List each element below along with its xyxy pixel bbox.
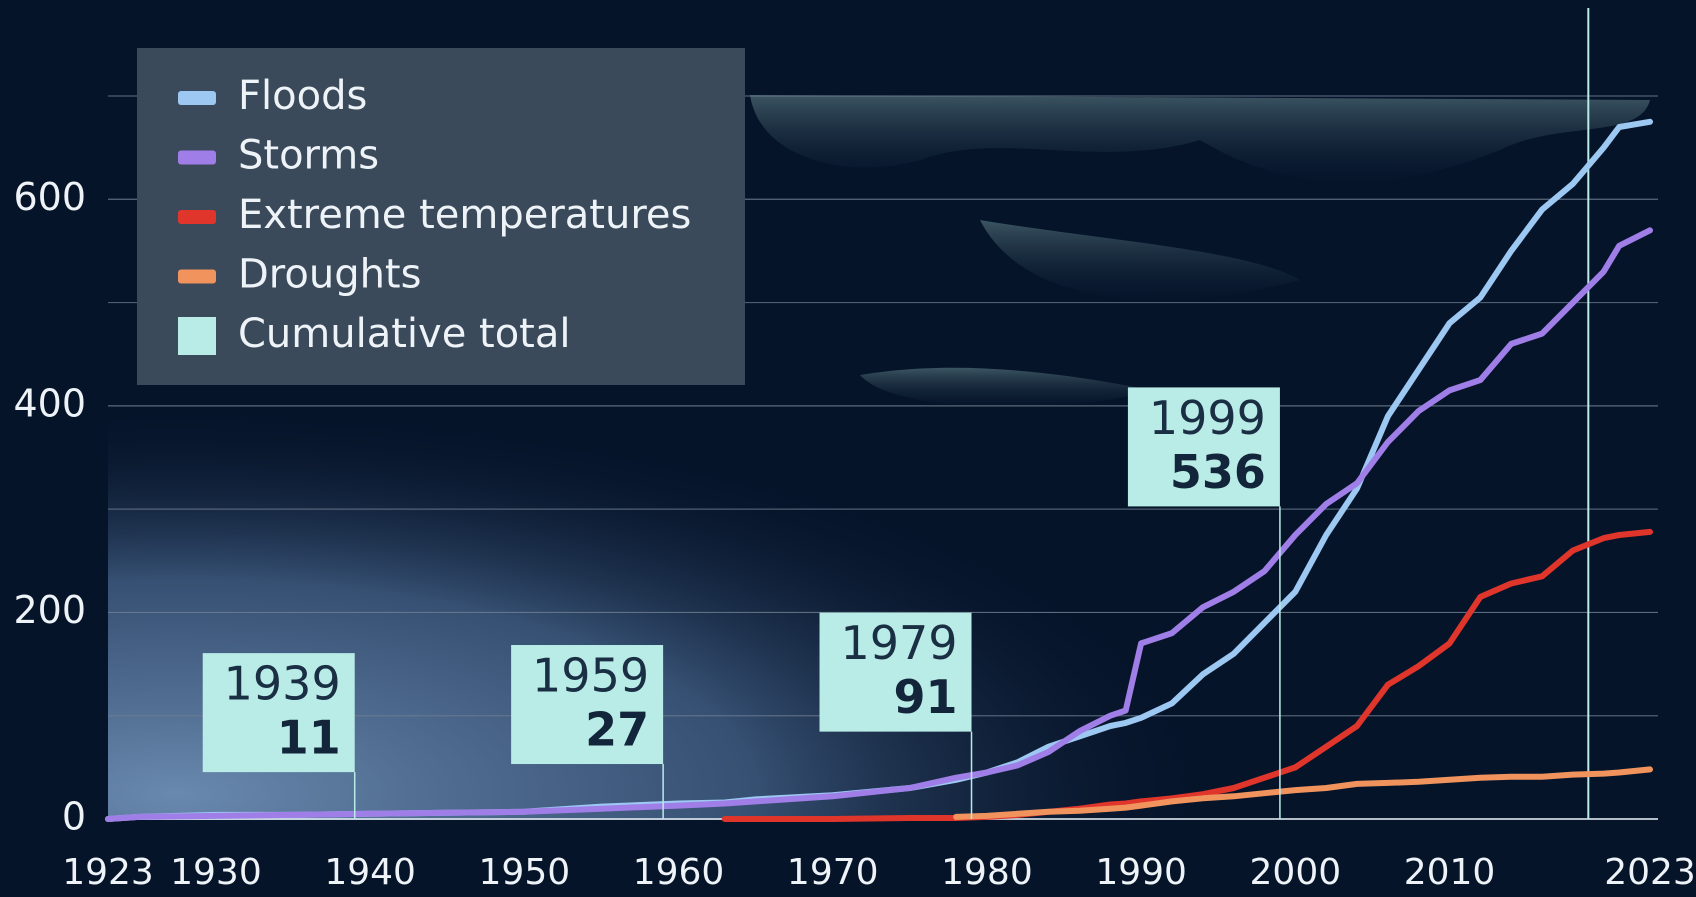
y-tick-label: 600	[13, 175, 86, 219]
x-tick-label: 2000	[1250, 852, 1342, 893]
x-tick-label: 1940	[324, 852, 416, 893]
callout-total: 27	[585, 703, 649, 757]
callout-year: 1959	[532, 649, 649, 703]
x-tick-label: 1930	[170, 852, 262, 893]
callout-year: 1939	[224, 657, 341, 711]
x-tick-label: 1990	[1095, 852, 1187, 893]
y-tick-label: 0	[62, 795, 86, 839]
clouds	[750, 95, 1650, 407]
series-line	[953, 766, 1653, 820]
legend-label: Extreme temperatures	[238, 192, 691, 238]
legend-swatch	[178, 150, 216, 165]
series-line	[105, 227, 1653, 822]
y-tick-label: 400	[13, 381, 86, 425]
legend-box	[137, 48, 745, 385]
x-tick-label: 2010	[1404, 852, 1496, 893]
y-tick-label: 200	[13, 588, 86, 632]
legend-swatch	[178, 317, 216, 355]
callout-box	[202, 653, 355, 773]
legend-label: Droughts	[238, 252, 421, 298]
legend-swatch	[178, 91, 216, 105]
legend-label: Floods	[238, 73, 367, 119]
legend: Floods Storms Extreme temperatures Droughts…	[137, 48, 745, 385]
callout-total: 91	[894, 670, 958, 724]
callout-box	[819, 612, 972, 732]
legend-swatch	[178, 269, 216, 284]
callout-total: 536	[1170, 445, 1266, 499]
legend-label: Storms	[238, 133, 379, 179]
x-tick-label: 2023	[1604, 852, 1696, 893]
callout-year: 1979	[840, 616, 957, 670]
x-tick-label: 1923	[62, 852, 154, 893]
callout-box	[511, 645, 664, 765]
x-tick-label: 1960	[633, 852, 725, 893]
legend-label: Cumulative total	[238, 311, 570, 357]
legend-swatch	[178, 210, 216, 224]
x-tick-label: 1950	[479, 852, 571, 893]
x-tick-label: 1970	[787, 852, 879, 893]
x-tick-label: 1980	[941, 852, 1033, 893]
callout-box	[1127, 387, 1280, 507]
callout-total: 11	[277, 711, 341, 765]
callout-year: 1999	[1149, 391, 1266, 445]
